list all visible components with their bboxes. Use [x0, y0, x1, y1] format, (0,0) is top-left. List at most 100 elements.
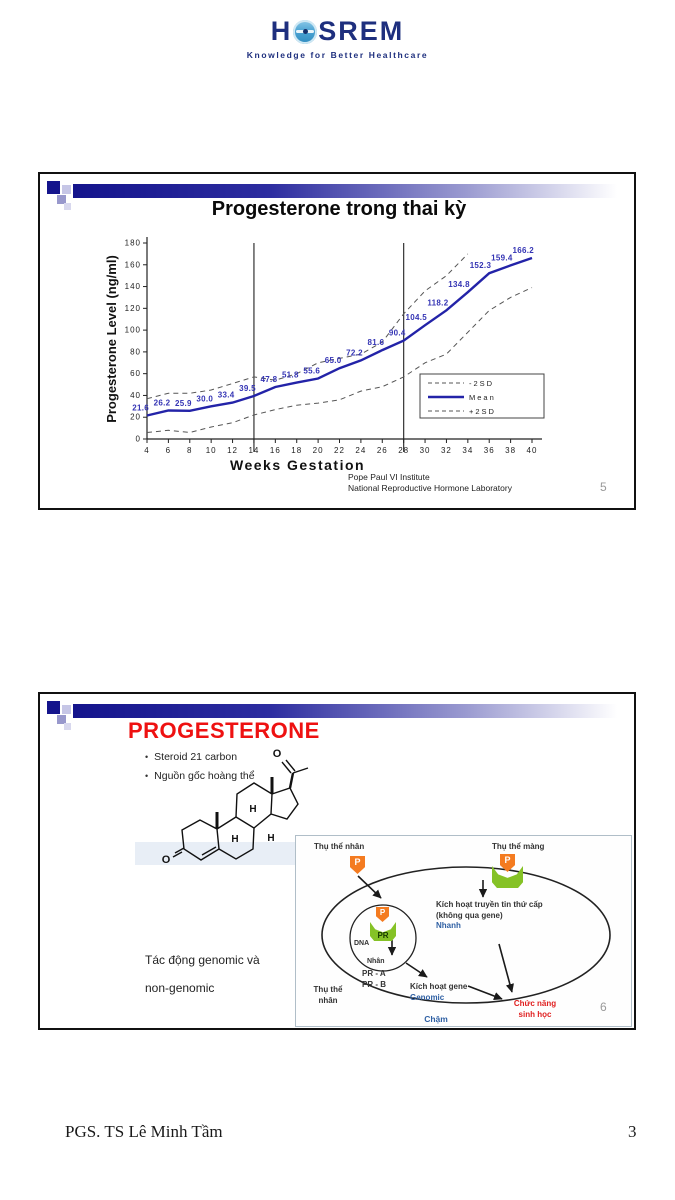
svg-text:180: 180: [125, 239, 141, 248]
label-line: sinh học: [518, 1009, 552, 1019]
bullet-list: Steroid 21 carbon Nguồn gốc hoàng thể: [145, 748, 255, 786]
deco-square: [64, 203, 71, 210]
label-membrane-receptor: Thụ thể màng: [492, 842, 545, 851]
chart-x-axis-label: Weeks Gestation: [230, 457, 366, 473]
label-nuclear-receptor-bottom: Thụ thể nhân: [308, 985, 348, 1006]
svg-text:21.6: 21.6: [132, 403, 149, 412]
slide2-page-number: 6: [600, 1000, 607, 1014]
hydrogen-label: H: [267, 833, 274, 844]
arrow-gene-activation: [405, 962, 428, 978]
svg-text:65.0: 65.0: [325, 356, 342, 365]
svg-text:72.2: 72.2: [346, 348, 363, 357]
svg-text:134.8: 134.8: [448, 280, 470, 289]
slide-header-bar: [73, 184, 634, 198]
logo-text: H SREM: [0, 16, 675, 47]
svg-text:0: 0: [136, 435, 141, 444]
svg-text:30.0: 30.0: [196, 394, 213, 403]
svg-text:47.8: 47.8: [261, 375, 278, 384]
svg-text:100: 100: [125, 326, 141, 335]
slide2-title: PROGESTERONE: [128, 718, 320, 743]
label-line: Kích hoạt gene: [410, 982, 468, 991]
svg-text:32: 32: [441, 446, 452, 455]
svg-text:10: 10: [206, 446, 217, 455]
svg-text:152.3: 152.3: [470, 261, 492, 270]
progesterone-structure-illustration: O O H H H: [162, 748, 309, 866]
svg-text:16: 16: [270, 446, 281, 455]
svg-text:33.4: 33.4: [218, 391, 235, 400]
svg-text:34: 34: [462, 446, 473, 455]
hydrogen-label: H: [231, 834, 238, 845]
svg-text:90.4: 90.4: [389, 329, 406, 338]
progesterone-icon: P: [350, 856, 365, 874]
caption-line-2: non-genomic: [145, 981, 215, 995]
svg-text:159.4: 159.4: [491, 253, 513, 262]
svg-text:51.8: 51.8: [282, 371, 299, 380]
svg-text:26: 26: [377, 446, 388, 455]
genomic-caption: Tác động genomic và non-genomic: [145, 946, 260, 1002]
caption-line-1: Tác động genomic và: [145, 953, 260, 967]
label-pr-a: PR - A: [362, 969, 386, 978]
svg-text:6: 6: [166, 446, 171, 455]
structure-highlight-band: [135, 842, 305, 865]
svg-text:80: 80: [130, 347, 141, 356]
svg-text:36: 36: [484, 446, 495, 455]
chart-credit: Pope Paul VI Institute National Reproduc…: [348, 472, 512, 493]
svg-text:38: 38: [505, 446, 516, 455]
svg-text:14: 14: [248, 446, 259, 455]
deco-square: [57, 715, 66, 724]
deco-square: [57, 195, 66, 204]
deco-square: [62, 185, 71, 194]
progesterone-icon: P: [376, 907, 389, 922]
slide-progesterone-chart: Progesterone trong thai kỳ Progesterone …: [38, 172, 636, 510]
svg-text:40: 40: [527, 446, 538, 455]
label-line: Kích hoạt truyền tin thứ cấp: [436, 900, 543, 909]
acetyl-oxygen: O: [273, 748, 282, 760]
svg-text:20: 20: [130, 413, 141, 422]
arrow-fast-to-function: [498, 943, 514, 993]
hosrem-logo: H SREM Knowledge for Better Healthcare: [0, 16, 675, 60]
svg-text:Mean: Mean: [469, 393, 496, 402]
arrow-genomic-to-function: [467, 985, 503, 1001]
svg-text:160: 160: [125, 260, 141, 269]
svg-text:40: 40: [130, 391, 141, 400]
deco-square: [62, 705, 71, 714]
footer-page-number: 3: [628, 1122, 637, 1141]
bullet-item: Steroid 21 carbon: [145, 748, 255, 767]
bullet-item: Nguồn gốc hoàng thể: [145, 767, 254, 786]
logo-left: H: [270, 16, 293, 46]
deco-square: [64, 723, 71, 730]
globe-icon: [293, 19, 318, 44]
svg-text:140: 140: [125, 282, 141, 291]
footer-author: PGS. TS Lê Minh Tầm: [65, 1122, 223, 1141]
svg-text:60: 60: [130, 369, 141, 378]
svg-text:28: 28: [398, 446, 409, 455]
label-bio-function: Chức năng sinh học: [504, 999, 566, 1020]
svg-text:104.5: 104.5: [406, 313, 428, 322]
svg-text:118.2: 118.2: [427, 298, 448, 307]
label-genomic: Genomic: [410, 992, 445, 1002]
credit-line-1: Pope Paul VI Institute: [348, 472, 430, 482]
svg-text:81.6: 81.6: [367, 338, 384, 347]
label-secondary-messenger: Kích hoạt truyền tin thứ cấp (không qua …: [436, 900, 571, 932]
svg-text:-2SD: -2SD: [469, 379, 494, 388]
deco-square: [47, 701, 60, 714]
svg-text:+2SD: +2SD: [469, 407, 496, 416]
signalling-diagram: Thụ thể nhân Thụ thể màng P P P PR DNA N…: [295, 835, 632, 1027]
credit-line-2: National Reproductive Hormone Laboratory: [348, 482, 512, 493]
svg-text:4: 4: [144, 446, 149, 455]
slide-progesterone-overview: PROGESTERONE Steroid 21 carbon Nguồn gốc…: [38, 692, 636, 1030]
cell-membrane-ellipse: [321, 866, 611, 1004]
logo-right: SREM: [318, 16, 405, 46]
label-line: Thụ thể: [313, 985, 343, 994]
svg-text:39.5: 39.5: [239, 384, 256, 393]
hydrogen-label: H: [249, 804, 256, 815]
svg-text:26.2: 26.2: [154, 398, 171, 407]
diagram-shapes: [321, 866, 611, 1004]
label-nucleus: Nhân: [367, 958, 385, 965]
deco-square: [47, 181, 60, 194]
label-dna: DNA: [354, 940, 370, 947]
svg-text:18: 18: [291, 446, 302, 455]
nucleus-circle: [349, 904, 417, 972]
